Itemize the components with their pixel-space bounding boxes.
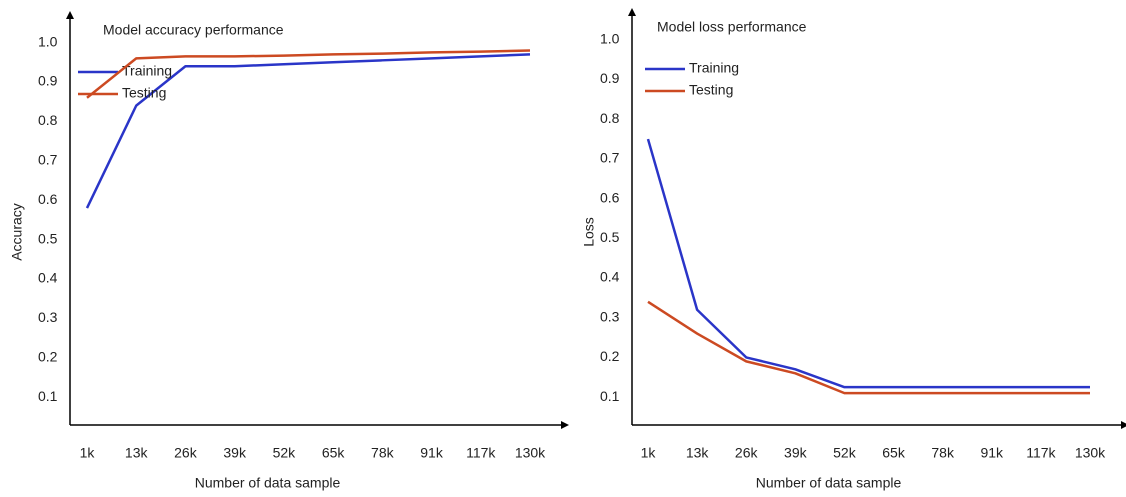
y-tick-label: 0.8: [38, 112, 58, 128]
x-tick-label: 65k: [882, 445, 906, 461]
x-axis-label: Number of data sample: [756, 475, 902, 491]
y-tick-label: 0.5: [38, 230, 58, 246]
x-tick-label: 130k: [1075, 445, 1106, 461]
x-tick-label: 117k: [466, 445, 496, 461]
y-tick-label: 0.1: [38, 388, 58, 404]
x-tick-label: 130k: [515, 445, 546, 461]
x-tick-label: 52k: [833, 445, 857, 461]
y-tick-label: 1.0: [600, 30, 620, 46]
y-tick-label: 0.4: [38, 270, 58, 286]
x-tick-label: 13k: [686, 445, 710, 461]
x-tick-label: 78k: [371, 445, 395, 461]
data-line: [86, 49, 531, 99]
y-tick-label: 0.3: [600, 308, 620, 324]
x-tick-label: 39k: [223, 445, 247, 461]
x-tick-label: 52k: [273, 445, 297, 461]
y-tick-label: 0.9: [38, 73, 58, 89]
legend-label: Testing: [689, 82, 733, 98]
x-tick-label: 65k: [322, 445, 346, 461]
x-tick-label: 26k: [174, 445, 198, 461]
x-tick-label: 117k: [1026, 445, 1056, 461]
x-tick-label: 1k: [641, 445, 657, 461]
y-tick-label: 0.7: [38, 151, 58, 167]
y-tick-label: 0.1: [600, 388, 620, 404]
x-tick-label: 91k: [420, 445, 444, 461]
y-tick-label: 0.2: [600, 348, 620, 364]
y-tick-label: 0.2: [38, 349, 58, 365]
x-axis-label: Number of data sample: [195, 475, 341, 491]
y-axis-label: Accuracy: [9, 203, 25, 261]
x-tick-label: 91k: [980, 445, 1004, 461]
x-tick-label: 1k: [80, 445, 96, 461]
y-tick-label: 0.4: [600, 269, 620, 285]
y-tick-label: 0.6: [38, 191, 58, 207]
x-tick-label: 26k: [735, 445, 759, 461]
x-tick-label: 39k: [784, 445, 808, 461]
y-tick-label: 0.6: [600, 189, 620, 205]
legend-label: Testing: [122, 85, 166, 101]
data-line: [647, 300, 1090, 395]
legend-label: Training: [689, 60, 739, 76]
y-tick-label: 0.8: [600, 110, 620, 126]
y-tick-label: 0.9: [600, 70, 620, 86]
y-tick-label: 0.7: [600, 150, 620, 166]
x-tick-label: 13k: [125, 445, 149, 461]
y-axis-label: Loss: [581, 217, 597, 247]
data-line: [646, 138, 1090, 389]
chart-title: Model loss performance: [657, 19, 807, 35]
y-tick-label: 0.3: [38, 309, 58, 325]
y-tick-label: 0.5: [600, 229, 620, 245]
y-tick-label: 1.0: [38, 33, 58, 49]
data-line: [85, 53, 531, 209]
x-tick-label: 78k: [931, 445, 955, 461]
legend-label: Training: [122, 63, 172, 79]
chart-title: Model accuracy performance: [103, 22, 284, 38]
